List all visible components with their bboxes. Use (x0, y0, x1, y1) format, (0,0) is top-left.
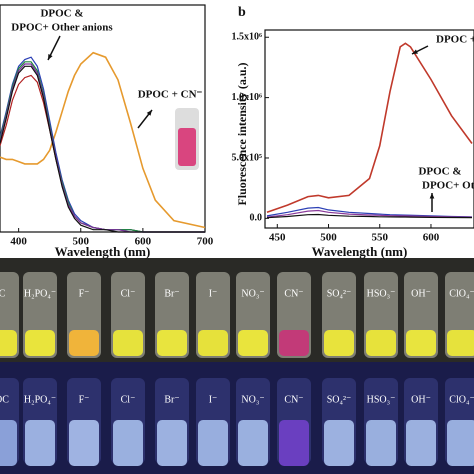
anion-label: NO₃⁻ (241, 394, 264, 405)
y-axis-label: Fluorescence intensity (a.u.) (235, 62, 249, 205)
plot-frame (0, 4, 206, 233)
arrow-head (412, 49, 418, 54)
vial-liquid (279, 330, 309, 356)
y-tick-label: 1.0x10⁶ (232, 92, 263, 103)
x-tick-label: 700 (197, 236, 214, 248)
series-line (0, 61, 205, 233)
vial-liquid (238, 330, 268, 356)
anion-label: NO₃⁻ (241, 288, 264, 299)
photo-row: OC H₂PO₄⁻ F⁻ Cl⁻ Br⁻ I⁻ NO₃⁻ CN⁻ SO₄²⁻ HSO₃⁻ OH⁻ Cl… (0, 378, 474, 466)
x-tick-label: 550 (371, 232, 388, 244)
y-tick-label: 1.5x10⁶ (232, 32, 263, 43)
y-tick-label: 0.0 (250, 213, 263, 224)
vial-liquid (238, 420, 268, 466)
x-tick-label: 600 (423, 232, 440, 244)
annotation: DPOC+ Other anions (11, 22, 113, 34)
vial-liquid (447, 420, 474, 466)
x-axis-label: Wavelength (nm) (55, 244, 151, 259)
vial-liquid (0, 420, 17, 466)
vial-liquid (25, 420, 55, 466)
annotation: DPOC + CN⁻ (138, 89, 203, 101)
arrow-head (429, 193, 435, 199)
panel-label: b (238, 5, 246, 20)
anion-label: SO₄²⁻ (327, 288, 352, 299)
vial-liquid (447, 330, 474, 356)
vial-liquid (366, 330, 396, 356)
vial-liquid (25, 330, 55, 356)
anion-label: CN⁻ (284, 288, 303, 299)
anion-label: SO₄²⁻ (327, 394, 352, 405)
anion-label: Cl⁻ (121, 288, 136, 299)
anion-label: H₂PO₄⁻ (24, 288, 56, 299)
vial-liquid (324, 330, 354, 356)
vial-liquid (198, 330, 228, 356)
vial-liquid (324, 420, 354, 466)
arrow-head (146, 110, 152, 116)
anion-label: Br⁻ (164, 288, 179, 299)
vial-liquid (406, 420, 436, 466)
annotation: DPOC+ Other anions (422, 180, 474, 192)
annotation: DPOC & (418, 166, 461, 178)
anion-label: HSO₃⁻ (367, 394, 396, 405)
series-line (0, 56, 205, 233)
vial-liquid (366, 420, 396, 466)
anion-label: ClO₄⁻ (449, 394, 474, 405)
series-line (0, 65, 205, 233)
x-axis-label: Wavelength (nm) (312, 244, 408, 259)
anion-label: OC (0, 394, 9, 405)
anion-label: C (0, 288, 6, 299)
vial-liquid (157, 420, 187, 466)
anion-label: F⁻ (79, 394, 90, 405)
vial-liquid (113, 330, 143, 356)
vial-liquid (0, 330, 17, 356)
anion-label: Cl⁻ (121, 394, 136, 405)
anion-label: CN⁻ (284, 394, 303, 405)
annotation: DPOC & (40, 8, 83, 20)
anion-label: F⁻ (79, 288, 90, 299)
x-tick-label: 450 (269, 232, 286, 244)
anion-label: ClO₄⁻ (449, 288, 474, 299)
x-tick-label: 500 (320, 232, 337, 244)
vial-liquid (157, 330, 187, 356)
anion-label: Br⁻ (164, 394, 179, 405)
x-tick-label: 600 (135, 236, 152, 248)
plot-frame (264, 29, 474, 229)
series-line (266, 213, 473, 219)
x-tick-label: 500 (73, 236, 90, 248)
vial-liquid (279, 420, 309, 466)
vial-liquid (198, 420, 228, 466)
anion-label: I⁻ (209, 394, 218, 405)
photo-row: C H₂PO₄⁻ F⁻ Cl⁻ Br⁻ I⁻ NO₃⁻ CN⁻ SO₄²⁻ HSO₃⁻ OH⁻ ClO… (0, 272, 474, 358)
vial-liquid (69, 330, 99, 356)
series-line (266, 206, 473, 218)
series-line (0, 51, 206, 229)
vial-liquid (113, 420, 143, 466)
annotation: DPOC + CN⁻ (436, 34, 474, 46)
y-tick-label: 5.0x10⁵ (232, 152, 263, 163)
anion-label: OH⁻ (411, 288, 431, 299)
anion-label: H₂PO₄⁻ (24, 394, 56, 405)
anion-label: OH⁻ (411, 394, 431, 405)
anion-label: I⁻ (209, 288, 218, 299)
arrow-head (48, 54, 53, 60)
x-tick-label: 400 (10, 236, 27, 248)
anion-label: HSO₃⁻ (367, 288, 396, 299)
inset-vial-liquid (178, 128, 196, 166)
vial-liquid (69, 420, 99, 466)
vial-liquid (406, 330, 436, 356)
series-line (266, 42, 473, 214)
series-line (266, 209, 473, 218)
